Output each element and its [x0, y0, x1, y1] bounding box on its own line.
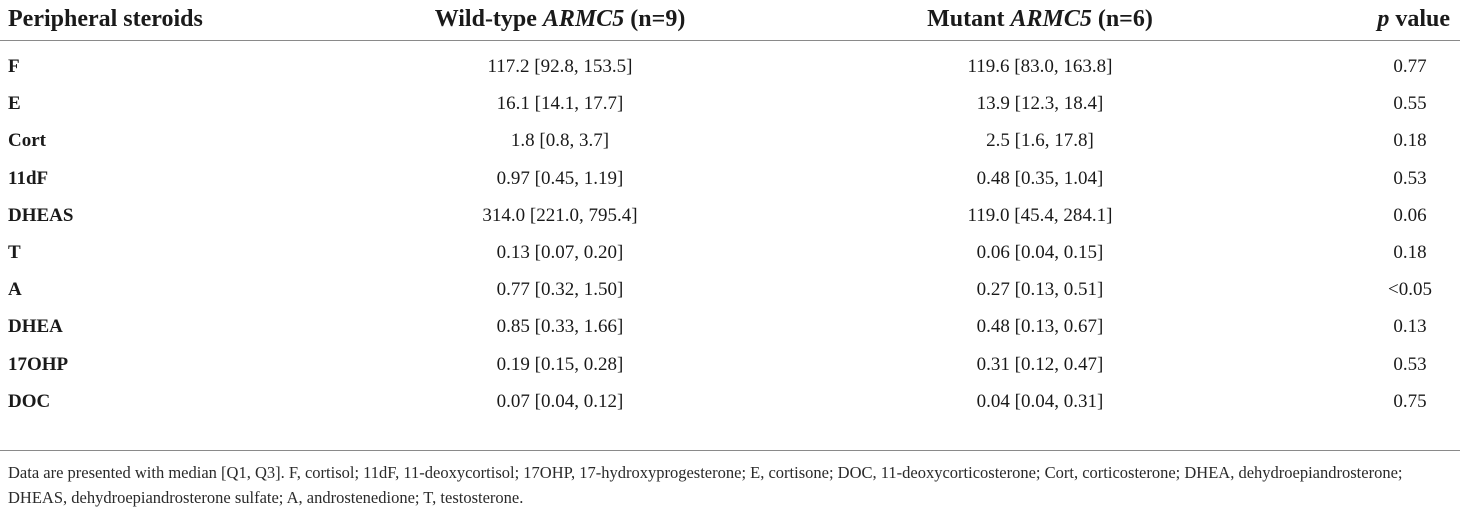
header-mutant-prefix: Mutant [927, 6, 1011, 32]
table-row: F 117.2 [92.8, 153.5] 119.6 [83.0, 163.8… [0, 46, 1460, 83]
table-row: DHEA 0.85 [0.33, 1.66] 0.48 [0.13, 0.67]… [0, 306, 1460, 343]
header-wild-type-suffix: (n=9) [624, 6, 686, 32]
mutant-value: 2.5 [1.6, 17.8] [986, 130, 1094, 152]
table-row: 17OHP 0.19 [0.15, 0.28] 0.31 [0.12, 0.47… [0, 344, 1460, 381]
wild-type-value: 0.19 [0.15, 0.28] [496, 353, 624, 375]
table-footnote: Data are presented with median [Q1, Q3].… [8, 463, 1403, 507]
header-mutant-gene: ARMC5 [1010, 6, 1092, 32]
header-peripheral-steroids: Peripheral steroids [8, 6, 203, 32]
header-wild-type-gene: ARMC5 [542, 6, 625, 32]
p-value: 0.18 [1393, 130, 1427, 152]
steroid-name: DHEAS [8, 204, 74, 226]
p-value: 0.13 [1393, 316, 1427, 338]
table-body: F 117.2 [92.8, 153.5] 119.6 [83.0, 163.8… [0, 41, 1460, 418]
table-row: 11dF 0.97 [0.45, 1.19] 0.48 [0.35, 1.04]… [0, 158, 1460, 195]
wild-type-value: 16.1 [14.1, 17.7] [496, 93, 624, 115]
wild-type-value: 0.07 [0.04, 0.12] [496, 390, 624, 412]
wild-type-value: 0.85 [0.33, 1.66] [496, 316, 624, 338]
wild-type-value: 117.2 [92.8, 153.5] [487, 56, 633, 77]
header-wild-type-prefix: Wild-type [434, 6, 543, 32]
p-value: 0.18 [1393, 241, 1427, 263]
p-value: 0.53 [1393, 167, 1427, 189]
header-mutant-suffix: (n=6) [1091, 6, 1153, 32]
header-p-italic: p [1377, 6, 1390, 32]
p-value: 0.77 [1393, 56, 1427, 77]
table-row: A 0.77 [0.32, 1.50] 0.27 [0.13, 0.51] <0… [0, 269, 1460, 306]
p-value: 0.06 [1393, 204, 1427, 226]
mutant-value: 0.04 [0.04, 0.31] [976, 390, 1104, 412]
header-wild-type: Wild-type ARMC5 (n=9) [400, 6, 720, 33]
table-row: T 0.13 [0.07, 0.20] 0.06 [0.04, 0.15] 0.… [0, 232, 1460, 269]
mutant-value: 0.06 [0.04, 0.15] [976, 241, 1104, 263]
steroid-name: DOC [8, 390, 51, 412]
wild-type-value: 0.77 [0.32, 1.50] [496, 279, 624, 301]
steroid-table: Peripheral steroids Wild-type ARMC5 (n=9… [0, 0, 1460, 418]
steroid-name: F [8, 56, 20, 77]
table-row: Cort 1.8 [0.8, 3.7] 2.5 [1.6, 17.8] 0.18 [0, 120, 1460, 157]
wild-type-value: 314.0 [221.0, 795.4] [482, 204, 638, 226]
steroid-name: E [8, 93, 21, 115]
steroid-name: DHEA [8, 316, 63, 338]
wild-type-value: 0.97 [0.45, 1.19] [496, 167, 624, 189]
wild-type-value: 0.13 [0.07, 0.20] [496, 241, 624, 263]
steroid-name: Cort [8, 130, 46, 152]
mutant-value: 0.27 [0.13, 0.51] [976, 279, 1104, 301]
p-value: 0.75 [1393, 390, 1427, 412]
steroid-name: A [8, 279, 22, 301]
steroid-name: 17OHP [8, 353, 69, 375]
header-mutant: Mutant ARMC5 (n=6) [880, 6, 1200, 33]
table-row: DHEAS 314.0 [221.0, 795.4] 119.0 [45.4, … [0, 195, 1460, 232]
mutant-value: 119.0 [45.4, 284.1] [967, 204, 1113, 226]
mutant-value: 0.48 [0.13, 0.67] [976, 316, 1104, 338]
mutant-value: 0.31 [0.12, 0.47] [976, 353, 1104, 375]
header-p-suffix: value [1389, 6, 1450, 32]
mutant-value: 119.6 [83.0, 163.8] [967, 56, 1113, 77]
p-value: <0.05 [1388, 279, 1432, 301]
mutant-value: 13.9 [12.3, 18.4] [976, 93, 1104, 115]
mutant-value: 0.48 [0.35, 1.04] [976, 167, 1104, 189]
p-value: 0.53 [1393, 353, 1427, 375]
steroid-name: 11dF [8, 167, 49, 189]
table-bottom-rule [0, 450, 1460, 451]
wild-type-value: 1.8 [0.8, 3.7] [510, 130, 610, 152]
table-row: DOC 0.07 [0.04, 0.12] 0.04 [0.04, 0.31] … [0, 381, 1460, 418]
p-value: 0.55 [1393, 93, 1427, 115]
header-p-value: p value [1377, 6, 1450, 33]
steroid-name: T [8, 241, 21, 263]
table-row: E 16.1 [14.1, 17.7] 13.9 [12.3, 18.4] 0.… [0, 83, 1460, 120]
table-header-row: Peripheral steroids Wild-type ARMC5 (n=9… [0, 0, 1460, 41]
